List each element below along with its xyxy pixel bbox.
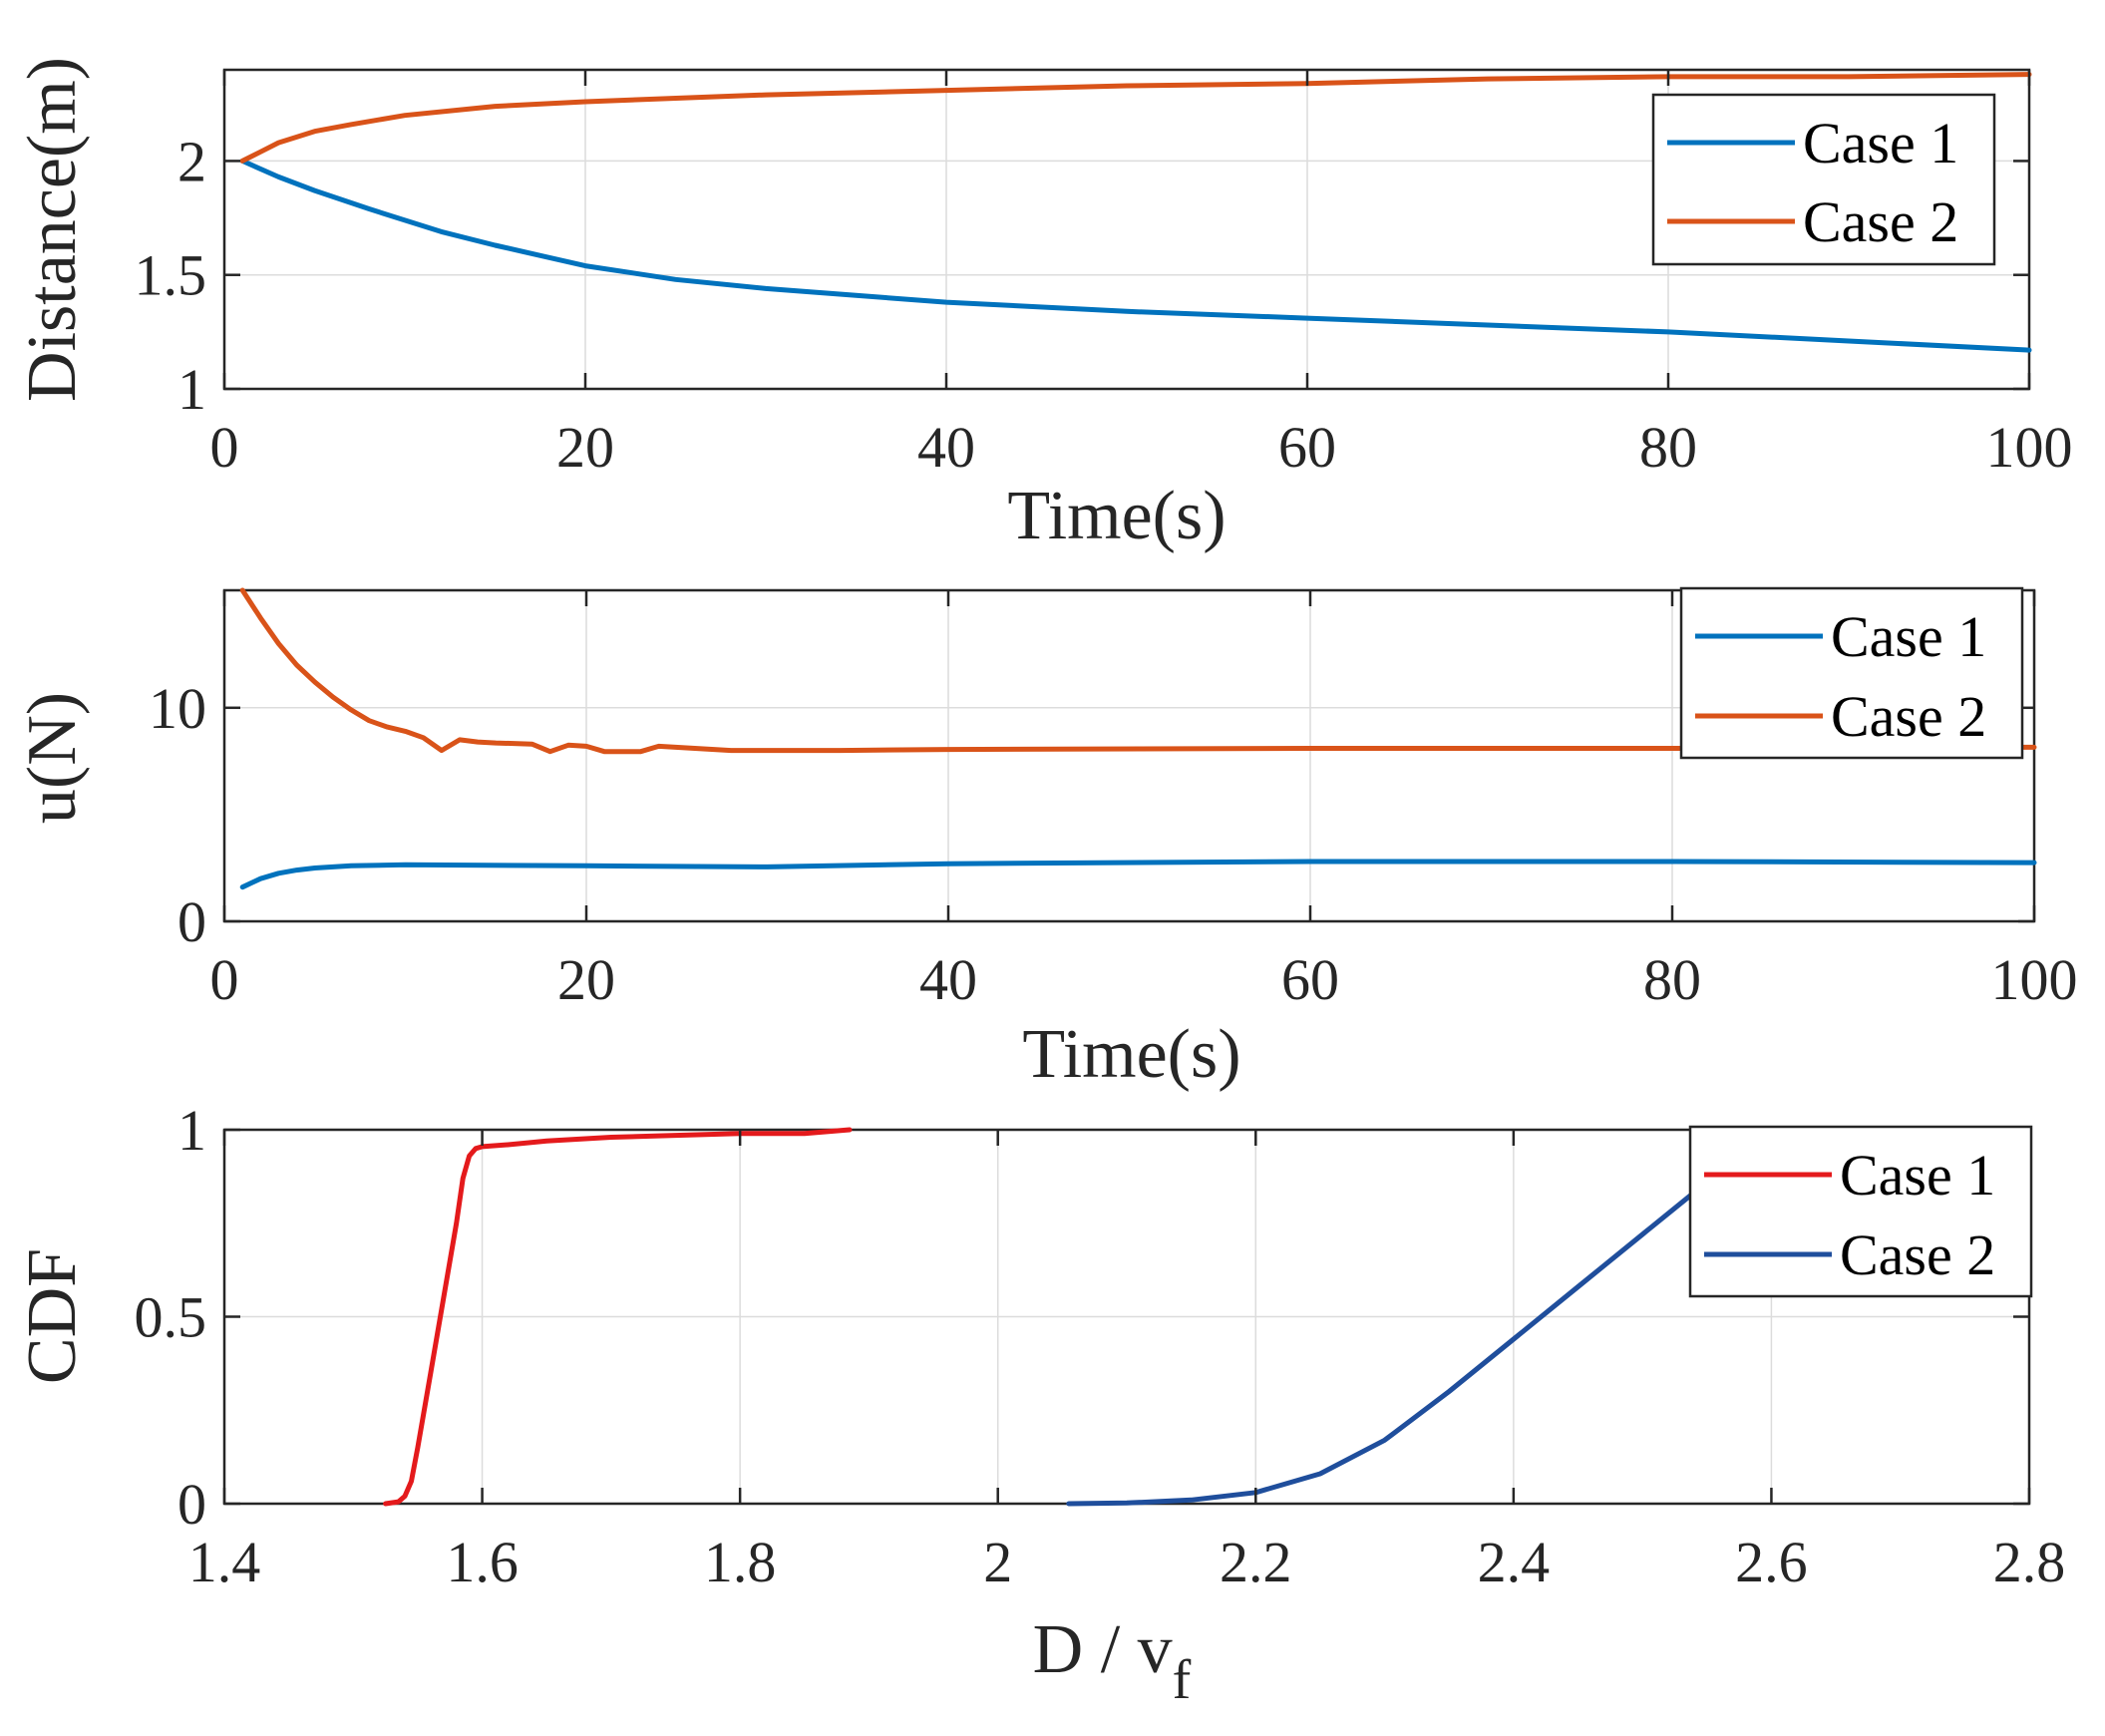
cdf-panel: 1.4 1.6 1.8 2 2.2 2.4 2.6 2.8 0 0.5 1 D / vf CDF C… xyxy=(14,1098,2065,1711)
cdf-legend-label-case1: Case 1 xyxy=(1840,1143,1995,1208)
cdf-ylabel: CDF xyxy=(14,1248,91,1384)
cdf-xtick-label-4: 2.2 xyxy=(1220,1530,1292,1594)
distance-legend-box xyxy=(1651,93,1996,266)
control-ytick-label-1: 10 xyxy=(149,676,206,741)
control-ytick-label-0: 0 xyxy=(177,889,206,954)
cdf-series-line-case-1 xyxy=(383,1127,853,1507)
distance-legend-label-case2: Case 2 xyxy=(1803,189,1958,254)
distance-xtick-label-2: 40 xyxy=(917,415,975,480)
cdf-ytick-label-1: 0.5 xyxy=(135,1285,207,1350)
control-series-line-case-2 xyxy=(239,587,2037,755)
distance-xtick-label-4: 80 xyxy=(1639,415,1697,480)
distance-xtick-label-1: 20 xyxy=(556,415,614,480)
cdf-xtick-label-2: 1.8 xyxy=(704,1530,777,1594)
control-xtick-label-2: 40 xyxy=(919,947,977,1012)
control-xtick-label-1: 20 xyxy=(557,947,615,1012)
distance-xlabel: Time(s) xyxy=(1007,478,1226,554)
cdf-ticks: 1.4 1.6 1.8 2 2.2 2.4 2.6 2.8 0 0.5 1 xyxy=(135,1098,2066,1594)
control-xtick-label-4: 80 xyxy=(1643,947,1701,1012)
control-xlabel: Time(s) xyxy=(1022,1016,1240,1093)
cdf-legend-label-case2: Case 2 xyxy=(1840,1222,1995,1287)
distance-series xyxy=(239,72,2032,353)
distance-ytick-label-1: 1.5 xyxy=(135,243,207,308)
cdf-xtick-label-3: 2 xyxy=(983,1530,1012,1594)
control-ylabel: u(N) xyxy=(14,692,91,824)
cdf-legend-box xyxy=(1688,1125,2033,1298)
cdf-ytick-label-0: 0 xyxy=(177,1472,206,1537)
control-xtick-label-3: 60 xyxy=(1281,947,1339,1012)
distance-ytick-label-2: 2 xyxy=(177,129,206,193)
cdf-xtick-label-5: 2.4 xyxy=(1478,1530,1551,1594)
distance-ylabel: Distance(m) xyxy=(14,57,91,402)
cdf-xlabel: D / vf xyxy=(1033,1611,1192,1711)
control-legend-box xyxy=(1679,586,2024,760)
cdf-xtick-label-1: 1.6 xyxy=(446,1530,519,1594)
distance-ticks: 0 20 40 60 80 100 1 1.5 2 xyxy=(135,70,2073,480)
control-legend: Case 1 Case 2 xyxy=(1679,586,2024,760)
distance-series-line-case-1 xyxy=(239,158,2032,353)
distance-xtick-label-0: 0 xyxy=(210,415,239,480)
distance-ytick-label-0: 1 xyxy=(177,357,206,422)
distance-legend: Case 1 Case 2 xyxy=(1651,93,1996,266)
distance-series-line-case-2 xyxy=(239,72,2032,164)
distance-legend-label-case1: Case 1 xyxy=(1803,111,1958,175)
distance-panel: 0 20 40 60 80 100 1 1.5 2 Time(s) Distance(m) Ca… xyxy=(14,57,2073,554)
distance-xtick-label-3: 60 xyxy=(1278,415,1336,480)
cdf-xtick-label-7: 2.8 xyxy=(1993,1530,2066,1594)
cdf-ytick-label-2: 1 xyxy=(177,1098,206,1163)
control-legend-label-case2: Case 2 xyxy=(1831,684,1986,749)
cdf-xlabel-main: D / v xyxy=(1033,1611,1173,1688)
cdf-grid xyxy=(224,1130,2029,1504)
cdf-xtick-label-6: 2.6 xyxy=(1735,1530,1808,1594)
control-series-line-case-1 xyxy=(239,859,2037,890)
control-xtick-label-0: 0 xyxy=(210,947,239,1012)
control-input-panel: 0 20 40 60 80 100 0 10 Time(s) u(N) Case 1 Case… xyxy=(14,586,2078,1093)
control-legend-label-case1: Case 1 xyxy=(1831,604,1986,669)
control-series xyxy=(239,587,2037,890)
cdf-xtick-label-0: 1.4 xyxy=(188,1530,261,1594)
control-ticks: 0 20 40 60 80 100 0 10 xyxy=(149,590,2078,1012)
distance-xtick-label-5: 100 xyxy=(1986,415,2073,480)
control-xtick-label-5: 100 xyxy=(1991,947,2078,1012)
cdf-legend: Case 1 Case 2 xyxy=(1688,1125,2033,1298)
cdf-xlabel-subscript: f xyxy=(1173,1649,1192,1711)
